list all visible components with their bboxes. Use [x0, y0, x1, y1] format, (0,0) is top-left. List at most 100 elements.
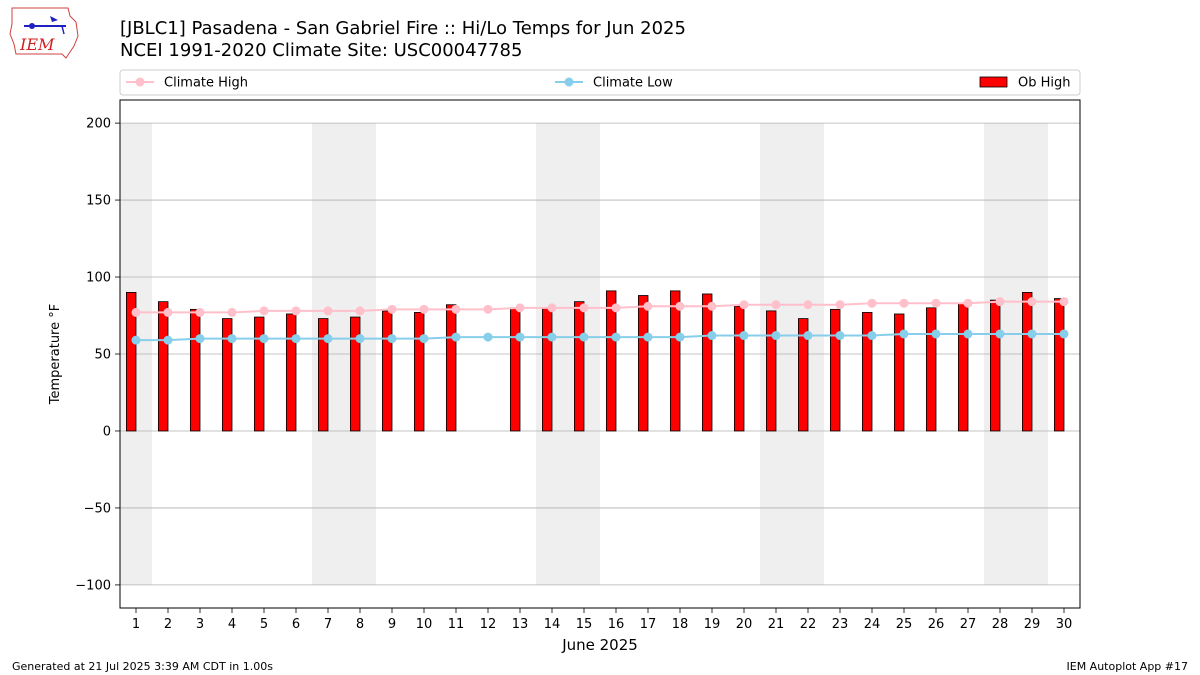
x-tick-label: 17: [640, 617, 657, 632]
ob-high-bar-11: [445, 304, 457, 432]
x-tick-label: 14: [544, 617, 561, 632]
ob-high-bar-1: [126, 292, 137, 432]
ob-high-bar-28: [990, 299, 1001, 432]
x-tick-label: 19: [704, 617, 721, 632]
legend-climate-low-label: Climate Low: [593, 76, 673, 91]
climate-high-point-30: [1059, 297, 1069, 307]
climate-low-point-11: [451, 332, 461, 342]
climate-high-point-22: [803, 300, 813, 310]
ob-high-bar-24: [862, 312, 873, 432]
x-tick-label: 1: [132, 617, 140, 632]
climate-high-point-4: [227, 307, 237, 317]
y-tick-label: 50: [94, 348, 111, 363]
climate-low-point-6: [291, 334, 301, 344]
ob-high-bar-26: [926, 307, 937, 432]
climate-low-point-10: [419, 334, 429, 344]
climate-low-point-21: [771, 331, 781, 341]
legend-climate-low-marker: [564, 77, 574, 87]
x-tick-label: 13: [512, 617, 529, 632]
ob-high-bar-7: [317, 318, 329, 432]
footer-app: IEM Autoplot App #17: [1066, 660, 1189, 673]
x-tick-label: 5: [260, 617, 268, 632]
climate-high-point-17: [643, 301, 653, 311]
climate-low-point-4: [227, 334, 237, 344]
climate-high-point-1: [131, 307, 141, 317]
ob-high-bar-16: [606, 290, 617, 432]
x-tick-label: 28: [992, 617, 1009, 632]
y-tick-label: 0: [103, 424, 111, 439]
climate-low-point-28: [995, 329, 1005, 339]
ob-high-bar-13: [509, 307, 521, 432]
climate-high-point-7: [323, 306, 333, 316]
climate-low-point-5: [259, 334, 269, 344]
ob-high-bar-20: [734, 305, 745, 432]
x-tick-label: 7: [324, 617, 332, 632]
climate-low-point-16: [611, 332, 621, 342]
ob-high-bar-19: [702, 293, 713, 432]
x-tick-label: 12: [480, 617, 497, 632]
climate-low-point-24: [867, 331, 877, 341]
x-tick-label: 27: [960, 617, 977, 632]
climate-high-point-20: [739, 300, 749, 310]
x-tick-label: 29: [1024, 617, 1041, 632]
climate-high-point-16: [611, 303, 621, 313]
climate-high-line: [136, 300, 1064, 314]
ob-high-bar-22: [798, 318, 809, 432]
climate-low-point-29: [1027, 329, 1037, 339]
x-tick-label: 20: [736, 617, 753, 632]
ob-high-bar-30: [1054, 298, 1065, 432]
logo-text: IEM: [19, 35, 55, 54]
x-tick-label: 16: [608, 617, 625, 632]
climate-low-point-26: [931, 329, 941, 339]
x-tick-label: 4: [228, 617, 236, 632]
x-tick-label: 22: [800, 617, 817, 632]
climate-high-point-2: [163, 307, 173, 317]
y-axis-label: Temperature °F: [48, 304, 63, 405]
climate-high-point-3: [195, 307, 205, 317]
y-tick-label: 200: [86, 117, 111, 132]
ob-high-bar-4: [221, 318, 233, 432]
climate-high-point-6: [291, 306, 301, 316]
climate-low-point-30: [1059, 329, 1069, 339]
climate-low-point-18: [675, 332, 685, 342]
x-tick-label: 3: [196, 617, 204, 632]
ob-high-bar-14: [542, 307, 553, 432]
ob-high-bar-6: [285, 313, 297, 432]
climate-high-point-9: [387, 304, 397, 314]
climate-high-point-15: [579, 303, 589, 313]
x-tick-label: 23: [832, 617, 849, 632]
climate-low-point-3: [195, 334, 205, 344]
footer-generated: Generated at 21 Jul 2025 3:39 AM CDT in …: [12, 660, 273, 673]
climate-low-point-13: [515, 332, 525, 342]
climate-low-point-27: [963, 329, 973, 339]
climate-low-point-2: [163, 335, 173, 345]
ob-high-bar-25: [894, 313, 905, 432]
x-tick-label: 9: [388, 617, 396, 632]
climate-high-point-21: [771, 300, 781, 310]
ob-high-bar-10: [413, 312, 425, 432]
x-tick-label: 11: [448, 617, 465, 632]
climate-high-point-19: [707, 301, 717, 311]
legend-climate-high-label: Climate High: [164, 76, 248, 91]
ob-high-bar-9: [381, 310, 393, 432]
x-tick-label: 26: [928, 617, 945, 632]
climate-high-point-28: [995, 297, 1005, 307]
climate-low-point-14: [547, 332, 557, 342]
climate-high-point-23: [835, 300, 845, 310]
climate-high-point-14: [547, 303, 557, 313]
climate-low-point-22: [803, 331, 813, 341]
climate-high-point-12: [483, 304, 493, 314]
y-tick-label: −100: [75, 578, 111, 593]
climate-high-point-8: [355, 306, 365, 316]
legend-climate-high-marker: [135, 77, 145, 87]
climate-high-point-27: [963, 298, 973, 308]
y-tick-label: −50: [84, 501, 111, 516]
climate-low-point-12: [483, 332, 493, 342]
climate-low-point-19: [707, 331, 717, 341]
climate-high-point-25: [899, 298, 909, 308]
climate-high-point-10: [419, 304, 429, 314]
ob-high-bar-3: [189, 308, 201, 432]
legend-ob-high-swatch: [979, 76, 1008, 88]
plot-frame: [119, 99, 1081, 609]
